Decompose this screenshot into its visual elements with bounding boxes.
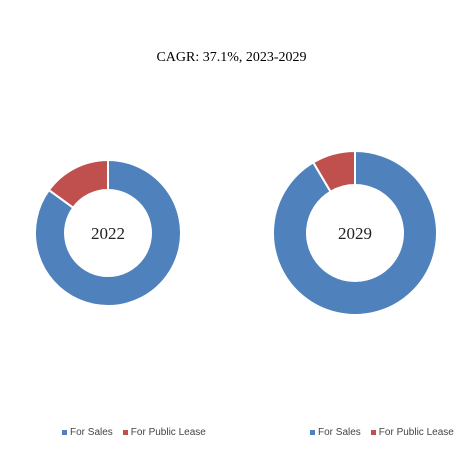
legend-swatch-sales bbox=[310, 430, 315, 435]
donut-2-slice-for-sales bbox=[272, 149, 438, 316]
legend-label-lease: For Public Lease bbox=[378, 427, 454, 438]
donut-1-center-label: 2022 bbox=[91, 224, 125, 243]
legend-label-sales: For Sales bbox=[70, 427, 113, 438]
donut-1-slice-for-public-lease bbox=[47, 158, 109, 210]
donut-2-center-label: 2029 bbox=[338, 224, 372, 243]
legend-item-sales: For Sales bbox=[310, 427, 361, 438]
legend-label-lease: For Public Lease bbox=[130, 427, 206, 438]
legend-swatch-sales bbox=[62, 430, 67, 435]
legend-left: For Sales For Public Lease bbox=[62, 427, 216, 438]
legend-right: For Sales For Public Lease bbox=[310, 427, 463, 438]
legend-item-sales: For Sales bbox=[62, 427, 113, 438]
chart-title: CAGR: 37.1%, 2023-2029 bbox=[156, 50, 307, 65]
legend-item-lease: For Public Lease bbox=[122, 427, 206, 438]
legend-item-lease: For Public Lease bbox=[370, 427, 454, 438]
legend-swatch-lease bbox=[370, 430, 376, 435]
legend-swatch-lease bbox=[122, 430, 128, 435]
legend-label-sales: For Sales bbox=[318, 427, 361, 438]
donut-2-slice-for-public-lease bbox=[311, 149, 356, 194]
donut-1-slice-for-sales bbox=[34, 158, 182, 307]
